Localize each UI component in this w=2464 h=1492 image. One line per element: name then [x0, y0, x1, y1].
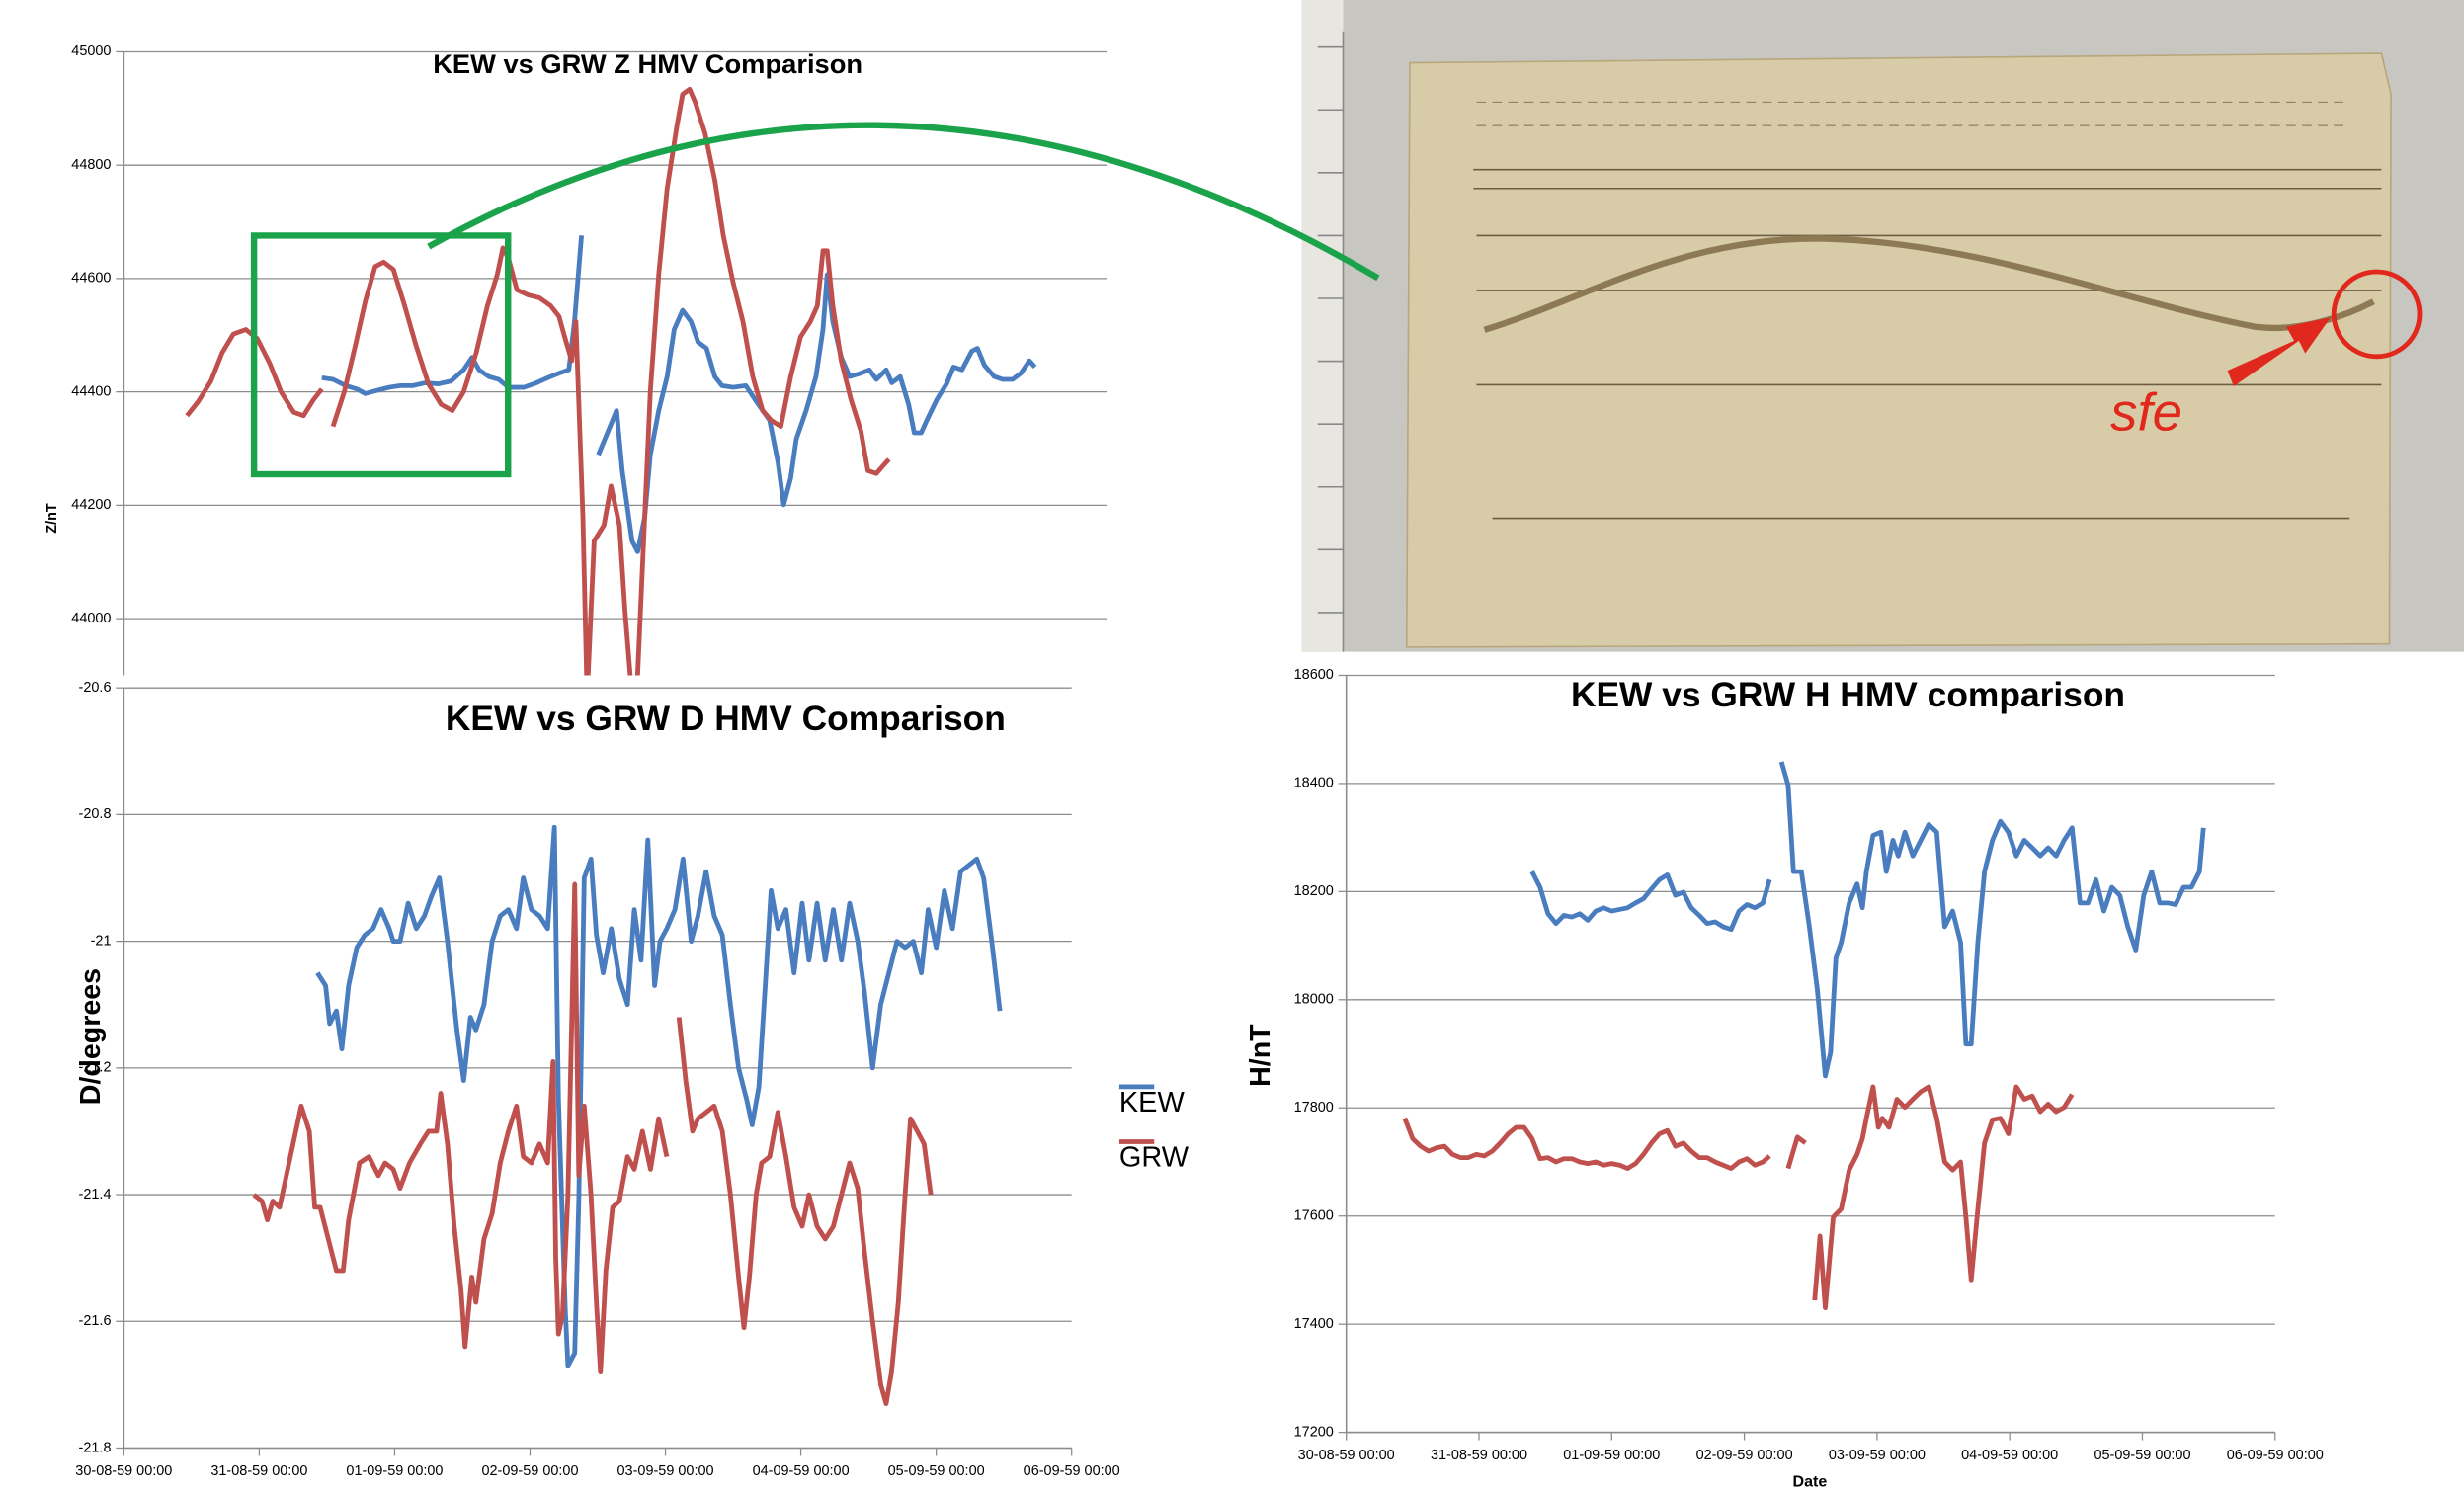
y-tick-label: 44000: [71, 611, 111, 626]
series-line: [1529, 761, 2206, 1079]
chart: 44000 44200 44400 44600 44800 45000 KEW vs GRW…: [44, 43, 1108, 676]
x-tick-label: 02-09-59 00:00: [1696, 1448, 1793, 1463]
highlight-box: [250, 232, 512, 478]
series-line: [252, 881, 934, 1407]
y-axis-label: H/nT: [1245, 1024, 1276, 1087]
y-tick-label: 44600: [71, 271, 111, 287]
x-tick-label: 30-08-59 00:00: [1298, 1448, 1395, 1463]
chart: 17200 17400 17600 17800 18000 18200 18400 18600…: [1245, 667, 2324, 1490]
y-tick-label: 17600: [1294, 1208, 1334, 1224]
x-tick-label: 04-09-59 00:00: [753, 1463, 850, 1479]
x-tick-label: 31-08-59 00:00: [210, 1463, 307, 1479]
y-tick-label: 18400: [1294, 776, 1334, 791]
y-tick-label: 44800: [71, 157, 111, 173]
x-tick-label: 05-09-59 00:00: [888, 1463, 985, 1479]
y-tick-label: -21: [91, 933, 112, 949]
y-tick-label: 17400: [1294, 1316, 1334, 1332]
y-tick-label: 18200: [1294, 883, 1334, 899]
series-line: [1402, 1084, 2075, 1311]
series-line: [185, 86, 891, 676]
y-tick-label: 17800: [1294, 1100, 1334, 1116]
y-tick-label: -21.8: [79, 1440, 112, 1455]
y-tick-label: 44200: [71, 497, 111, 513]
x-axis-label: Date: [1793, 1474, 1828, 1491]
x-tick-label: 04-09-59 00:00: [1961, 1448, 2058, 1463]
magnetogram-photo: sfe: [1301, 0, 2464, 652]
handwriting: [1476, 101, 2350, 126]
chart: -21.8 -21.6 -21.4 -21.2 -21 -20.8 -20.6 30-08-5…: [75, 680, 1190, 1479]
x-tick-label: 06-09-59 00:00: [2227, 1448, 2324, 1463]
y-tick-label: 17200: [1294, 1424, 1334, 1440]
paper-lines: [1473, 168, 2382, 520]
paper: [1405, 52, 2392, 648]
legend-label: GRW: [1119, 1142, 1190, 1174]
x-tick-label: 03-09-59 00:00: [1829, 1448, 1926, 1463]
y-tick-label: -21.2: [79, 1060, 112, 1076]
chart-title: KEW vs GRW D HMV Comparison: [446, 700, 1006, 738]
y-tick-label: 44400: [71, 383, 111, 399]
y-tick-label: 18600: [1294, 667, 1334, 683]
connector-arrow: [427, 122, 1380, 282]
legend-label: KEW: [1119, 1087, 1186, 1119]
y-tick-label: -20.8: [79, 806, 112, 822]
x-tick-label: 01-09-59 00:00: [346, 1463, 443, 1479]
series-line: [321, 235, 1037, 554]
y-tick-label: 45000: [71, 43, 111, 59]
ruler-ticks: [1317, 31, 1345, 652]
y-tick-label: -20.6: [79, 680, 112, 696]
y-axis-label: D/degrees: [75, 968, 107, 1105]
x-tick-label: 05-09-59 00:00: [2094, 1448, 2190, 1463]
photo-annotation: sfe: [2110, 382, 2182, 443]
x-tick-label: 03-09-59 00:00: [617, 1463, 714, 1479]
x-tick-label: 02-09-59 00:00: [481, 1463, 578, 1479]
y-axis-label: Z/nT: [44, 503, 60, 533]
y-tick-label: -21.4: [79, 1187, 112, 1202]
ruler: [1301, 0, 1344, 652]
x-tick-label: 30-08-59 00:00: [75, 1463, 172, 1479]
x-tick-label: 06-09-59 00:00: [1024, 1463, 1120, 1479]
series-line: [315, 824, 1003, 1368]
x-tick-label: 31-08-59 00:00: [1431, 1448, 1527, 1463]
highlight-arrow: [2227, 317, 2332, 387]
y-tick-label: 18000: [1294, 992, 1334, 1008]
x-tick-label: 01-09-59 00:00: [1563, 1448, 1660, 1463]
charts: 44000 44200 44400 44600 44800 45000 KEW vs GRW…: [44, 43, 2324, 1490]
highlight-circle: [2331, 269, 2423, 360]
y-tick-label: -21.6: [79, 1313, 112, 1329]
chart-title: KEW vs GRW Z HMV Comparison: [433, 48, 862, 79]
chart-title: KEW vs GRW H HMV comparison: [1571, 676, 2125, 714]
